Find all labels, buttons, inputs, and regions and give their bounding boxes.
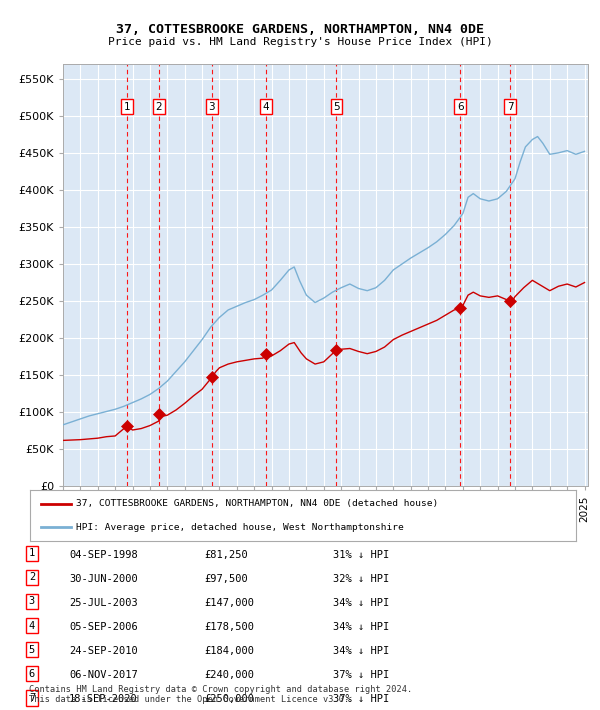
Text: 6: 6 [29,669,35,679]
Text: 34% ↓ HPI: 34% ↓ HPI [333,646,389,656]
Text: 1: 1 [124,102,130,112]
Text: 34% ↓ HPI: 34% ↓ HPI [333,598,389,608]
Text: 5: 5 [29,645,35,655]
Text: £184,000: £184,000 [204,646,254,656]
Text: £250,000: £250,000 [204,694,254,704]
Text: 04-SEP-1998: 04-SEP-1998 [69,550,138,559]
Text: 37% ↓ HPI: 37% ↓ HPI [333,670,389,680]
Text: Price paid vs. HM Land Registry's House Price Index (HPI): Price paid vs. HM Land Registry's House … [107,37,493,47]
Text: 4: 4 [29,621,35,630]
Text: 2: 2 [155,102,162,112]
Text: 3: 3 [208,102,215,112]
Text: 37, COTTESBROOKE GARDENS, NORTHAMPTON, NN4 0DE: 37, COTTESBROOKE GARDENS, NORTHAMPTON, N… [116,23,484,36]
Text: 18-SEP-2020: 18-SEP-2020 [69,694,138,704]
Text: 25-JUL-2003: 25-JUL-2003 [69,598,138,608]
Text: £147,000: £147,000 [204,598,254,608]
Text: 5: 5 [333,102,340,112]
Text: 37, COTTESBROOKE GARDENS, NORTHAMPTON, NN4 0DE (detached house): 37, COTTESBROOKE GARDENS, NORTHAMPTON, N… [76,499,439,508]
Text: 24-SEP-2010: 24-SEP-2010 [69,646,138,656]
Text: 3: 3 [29,596,35,606]
Text: 2: 2 [29,572,35,582]
Text: £97,500: £97,500 [204,574,248,584]
Text: 7: 7 [506,102,513,112]
Text: 34% ↓ HPI: 34% ↓ HPI [333,622,389,632]
Text: 31% ↓ HPI: 31% ↓ HPI [333,550,389,559]
Text: £178,500: £178,500 [204,622,254,632]
Text: 7: 7 [29,693,35,703]
Text: 05-SEP-2006: 05-SEP-2006 [69,622,138,632]
Text: 06-NOV-2017: 06-NOV-2017 [69,670,138,680]
Text: £81,250: £81,250 [204,550,248,559]
Text: 6: 6 [457,102,464,112]
Text: Contains HM Land Registry data © Crown copyright and database right 2024.
This d: Contains HM Land Registry data © Crown c… [29,685,412,704]
Text: 30-JUN-2000: 30-JUN-2000 [69,574,138,584]
Text: 4: 4 [263,102,269,112]
Text: £240,000: £240,000 [204,670,254,680]
Text: 37% ↓ HPI: 37% ↓ HPI [333,694,389,704]
Text: 32% ↓ HPI: 32% ↓ HPI [333,574,389,584]
Text: 1: 1 [29,548,35,558]
Text: HPI: Average price, detached house, West Northamptonshire: HPI: Average price, detached house, West… [76,523,404,532]
